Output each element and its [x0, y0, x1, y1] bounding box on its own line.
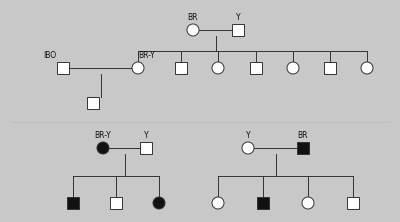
- Bar: [87, 97, 99, 109]
- Text: BR: BR: [188, 13, 198, 22]
- Bar: [257, 197, 269, 209]
- Bar: [347, 197, 359, 209]
- Circle shape: [287, 62, 299, 74]
- Circle shape: [212, 62, 224, 74]
- Bar: [110, 197, 122, 209]
- Text: IBO: IBO: [43, 51, 56, 60]
- Circle shape: [242, 142, 254, 154]
- Bar: [324, 62, 336, 74]
- Circle shape: [212, 197, 224, 209]
- Circle shape: [153, 197, 165, 209]
- Text: BR-Y: BR-Y: [138, 51, 155, 60]
- Bar: [67, 197, 79, 209]
- Text: BR-Y: BR-Y: [95, 131, 111, 140]
- Circle shape: [97, 142, 109, 154]
- Bar: [140, 142, 152, 154]
- Circle shape: [187, 24, 199, 36]
- Circle shape: [132, 62, 144, 74]
- Bar: [57, 62, 69, 74]
- Text: Y: Y: [144, 131, 148, 140]
- Bar: [297, 142, 309, 154]
- Circle shape: [361, 62, 373, 74]
- Circle shape: [302, 197, 314, 209]
- Bar: [232, 24, 244, 36]
- Text: Y: Y: [236, 13, 240, 22]
- Bar: [250, 62, 262, 74]
- Text: BR: BR: [298, 131, 308, 140]
- Bar: [175, 62, 187, 74]
- Text: Y: Y: [246, 131, 250, 140]
